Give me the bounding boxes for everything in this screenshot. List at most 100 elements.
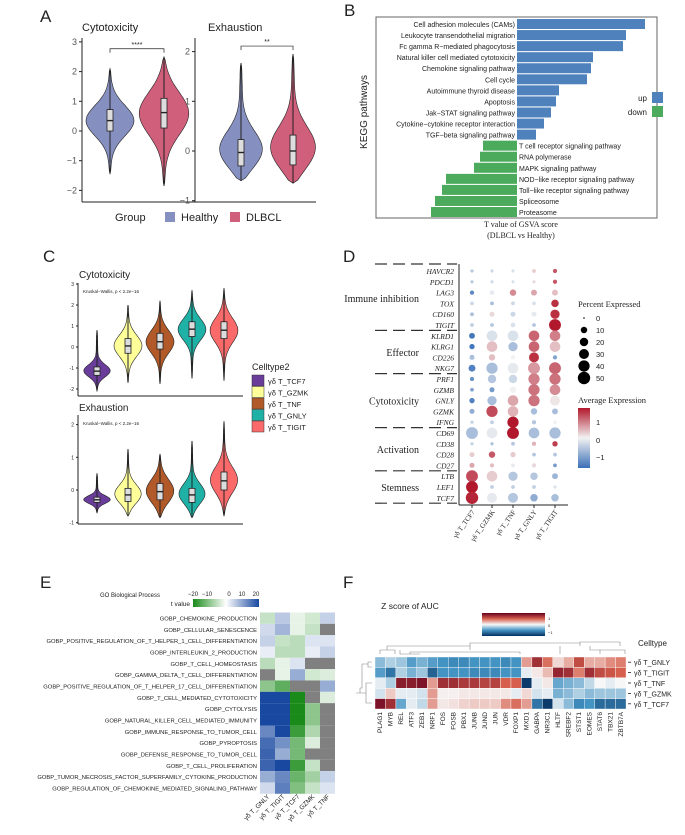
heatmap-cell bbox=[275, 623, 290, 636]
y-tick-label: -2 bbox=[70, 387, 75, 393]
gene-label: CD38 bbox=[436, 440, 454, 449]
heatmap-cell bbox=[305, 669, 320, 681]
row-label: GOBP_INTERLEUKIN_2_PRODUCTION bbox=[150, 650, 257, 656]
dot bbox=[469, 462, 475, 468]
heatmap-cell bbox=[542, 677, 554, 689]
dot bbox=[553, 420, 557, 425]
bar-label: Cell cycle bbox=[485, 77, 515, 84]
heatmap-cell bbox=[290, 657, 305, 670]
column-label: NRF1 bbox=[430, 712, 437, 729]
color-legend-tick: −1 bbox=[548, 630, 553, 635]
significance-label: **** bbox=[132, 42, 143, 49]
heatmap-cell bbox=[305, 782, 320, 794]
dot bbox=[509, 289, 517, 296]
y-tick-label: 2 bbox=[71, 303, 74, 309]
dot bbox=[528, 330, 540, 342]
dot bbox=[470, 280, 474, 284]
dot bbox=[469, 408, 475, 414]
row-label: GOBP_T_CELL_HOMEOSTASIS bbox=[170, 662, 257, 668]
heatmap-cell bbox=[260, 623, 275, 636]
heatmap-cell bbox=[594, 656, 606, 668]
row-label: GOBP_CHEMOKINE_PRODUCTION bbox=[160, 617, 257, 623]
heatmap-cell bbox=[320, 657, 335, 670]
heatmap-cell bbox=[320, 737, 335, 749]
heatmap-cell bbox=[374, 656, 386, 668]
legend-subtitle: t value bbox=[171, 601, 191, 608]
gene-label: LAG3 bbox=[435, 289, 454, 298]
heatmap-cell bbox=[437, 698, 449, 710]
heatmap-cell bbox=[468, 698, 480, 710]
legend-label: γδ T_TIGIT bbox=[268, 423, 306, 432]
heatmap-cell bbox=[437, 667, 449, 679]
dot bbox=[549, 362, 561, 375]
legend-title: Group bbox=[115, 212, 146, 224]
bar-label: Natural killer cell mediated cytotoxicit… bbox=[397, 55, 516, 62]
column-label: HLTF bbox=[555, 712, 562, 728]
dot bbox=[552, 268, 558, 274]
row-label: GOBP_NATURAL_KILLER_CELL_MEDIATED_IMMUNI… bbox=[105, 718, 257, 724]
heatmap-cell bbox=[320, 782, 335, 794]
dot bbox=[552, 408, 558, 415]
heatmap-cell bbox=[604, 677, 616, 689]
legend-swatch bbox=[251, 397, 265, 410]
bar bbox=[517, 41, 623, 52]
heatmap-cell bbox=[584, 677, 595, 689]
dot bbox=[469, 290, 475, 295]
column-label: VDR bbox=[503, 712, 510, 726]
color-legend-bar bbox=[482, 613, 545, 636]
dot bbox=[528, 384, 540, 396]
heatmap-cell bbox=[305, 714, 320, 726]
row-label: GOBP_REGULATION_OF_CHEMOKINE_MEDIATED_SI… bbox=[52, 786, 257, 792]
bar-label: Fc gamma R−mediated phagocytosis bbox=[399, 44, 515, 51]
dot bbox=[553, 485, 557, 489]
dot bbox=[490, 323, 494, 327]
heatmap-cell bbox=[479, 656, 491, 668]
dot bbox=[529, 352, 539, 363]
y-tick-label: 2 bbox=[71, 423, 74, 429]
size-legend-label: 40 bbox=[596, 362, 604, 371]
column-label: JUND bbox=[482, 712, 489, 730]
heatmap-cell bbox=[260, 703, 275, 715]
bar-label: Apoptosis bbox=[484, 99, 515, 106]
heatmap-cell bbox=[594, 667, 606, 679]
dot bbox=[469, 343, 475, 350]
row-label: γδ T_TCF7 bbox=[634, 702, 669, 709]
dot bbox=[489, 311, 495, 317]
column-label: MXD1 bbox=[524, 712, 531, 730]
column-label: ZEB1 bbox=[419, 712, 426, 729]
row-label: GOBP_POSITIVE_REGULATION_OF_T_HELPER_1_C… bbox=[47, 639, 257, 645]
heatmap-cell bbox=[427, 667, 438, 679]
dot bbox=[549, 373, 561, 385]
dot bbox=[490, 280, 494, 284]
test-annotation: Kruskal−Wallis, p < 2.2e−16 bbox=[83, 289, 139, 294]
color-legend-tick: 10 bbox=[239, 592, 246, 598]
dot bbox=[552, 279, 558, 284]
bar bbox=[517, 85, 559, 96]
dot bbox=[488, 354, 496, 361]
bar bbox=[442, 184, 517, 195]
heatmap-cell bbox=[275, 669, 290, 681]
legend-swatch bbox=[652, 92, 663, 103]
column-label: TBX21 bbox=[607, 712, 614, 732]
bar-label: Cytokine−cytokine receptor interaction bbox=[396, 122, 515, 129]
size-legend-label: 10 bbox=[596, 326, 604, 335]
legend-swatch bbox=[251, 420, 265, 433]
dot bbox=[487, 395, 497, 406]
gene-label: TIGIT bbox=[435, 321, 455, 330]
heatmap-cell bbox=[395, 667, 407, 679]
dot bbox=[552, 355, 558, 360]
y-tick-label: 0 bbox=[185, 146, 190, 156]
dot bbox=[528, 373, 540, 385]
heatmap-cell bbox=[374, 698, 386, 710]
group-label: Cytotoxicity bbox=[369, 397, 419, 408]
heatmap-cell bbox=[521, 677, 533, 689]
y-tick-label: 2 bbox=[185, 47, 190, 57]
size-legend-dot bbox=[579, 349, 589, 359]
heatmap-cell bbox=[305, 737, 320, 749]
heatmap-cell bbox=[385, 656, 397, 668]
dot bbox=[531, 420, 537, 425]
heatmap-cell bbox=[416, 667, 428, 679]
column-label: PBX1 bbox=[461, 712, 468, 729]
heatmap-cell bbox=[531, 667, 543, 679]
dot bbox=[549, 384, 561, 396]
